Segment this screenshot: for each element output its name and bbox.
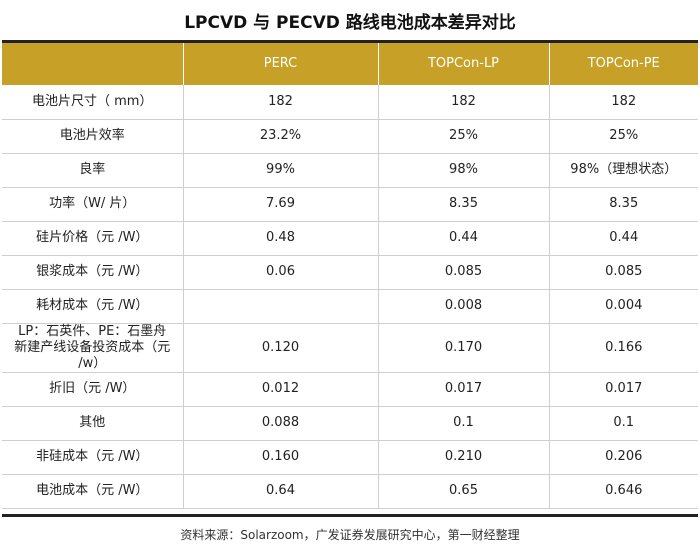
table-row: 电池片尺寸（ mm） 182 182 182 (2, 85, 698, 120)
cell-topcon-lp: 98% (378, 153, 550, 188)
cell-topcon-pe: 98%（理想状态） (549, 153, 698, 188)
table-row: 银浆成本（元 /W） 0.06 0.085 0.085 (2, 255, 698, 290)
cell-topcon-pe: 0.017 (549, 372, 698, 407)
cell-topcon-pe: 0.004 (549, 289, 698, 324)
row-label: 其他 (2, 406, 184, 441)
header-cell-topcon-pe: TOPCon-PE (549, 43, 698, 85)
row-label: 耗材成本（元 /W） (2, 289, 184, 324)
cell-topcon-lp: 0.085 (378, 255, 550, 290)
header-cell-perc: PERC (183, 43, 379, 85)
table-row: 折旧（元 /W） 0.012 0.017 0.017 (2, 372, 698, 407)
cell-topcon-pe: 0.1 (549, 406, 698, 441)
cell-topcon-pe: 0.646 (549, 474, 698, 509)
table-row: 电池成本（元 /W） 0.64 0.65 0.646 (2, 474, 698, 509)
table-title: LPCVD 与 PECVD 路线电池成本差异对比 (184, 12, 516, 33)
cell-topcon-pe: 182 (549, 85, 698, 120)
cell-topcon-lp: 182 (378, 85, 550, 120)
cell-topcon-pe: 25% (549, 119, 698, 154)
row-label: 电池成本（元 /W） (2, 474, 184, 509)
table-row: 良率 99% 98% 98%（理想状态） (2, 153, 698, 188)
cell-topcon-lp: 0.017 (378, 372, 550, 407)
table-row: LP：石英件、PE：石墨舟 新建产线设备投资成本（元 /w） 0.120 0.1… (2, 323, 698, 373)
cell-topcon-lp: 0.65 (378, 474, 550, 509)
table-row: 功率（W/ 片） 7.69 8.35 8.35 (2, 187, 698, 222)
cell-topcon-pe: 8.35 (549, 187, 698, 222)
cell-topcon-lp: 0.210 (378, 440, 550, 475)
cell-perc: 0.64 (183, 474, 379, 509)
cell-perc: 0.48 (183, 221, 379, 256)
cost-comparison-table: PERC TOPCon-LP TOPCon-PE 电池片尺寸（ mm） 182 … (2, 43, 698, 509)
row-label: 功率（W/ 片） (2, 187, 184, 222)
top-rule (2, 40, 698, 43)
cell-topcon-pe: 0.206 (549, 440, 698, 475)
row-label: 良率 (2, 153, 184, 188)
table-row: 非硅成本（元 /W） 0.160 0.210 0.206 (2, 440, 698, 475)
cell-topcon-lp: 25% (378, 119, 550, 154)
row-label: 电池片效率 (2, 119, 184, 154)
header-row: PERC TOPCon-LP TOPCon-PE (2, 43, 698, 85)
cell-perc: 0.088 (183, 406, 379, 441)
table-row: 硅片价格（元 /W） 0.48 0.44 0.44 (2, 221, 698, 256)
cell-perc (183, 289, 379, 324)
cell-perc: 99% (183, 153, 379, 188)
cell-perc: 182 (183, 85, 379, 120)
bottom-rule (2, 514, 698, 517)
cell-perc: 0.120 (183, 323, 379, 373)
cell-topcon-lp: 0.008 (378, 289, 550, 324)
source-note: 资料来源：Solarzoom，广发证券发展研究中心，第一财经整理 (180, 528, 520, 542)
row-label: 非硅成本（元 /W） (2, 440, 184, 475)
row-label: 电池片尺寸（ mm） (2, 85, 184, 120)
cell-perc: 23.2% (183, 119, 379, 154)
row-label: 银浆成本（元 /W） (2, 255, 184, 290)
row-label: LP：石英件、PE：石墨舟 新建产线设备投资成本（元 /w） (2, 323, 184, 373)
cell-topcon-pe: 0.166 (549, 323, 698, 373)
cell-perc: 0.160 (183, 440, 379, 475)
cell-topcon-lp: 0.44 (378, 221, 550, 256)
cell-topcon-lp: 0.170 (378, 323, 550, 373)
cell-perc: 0.06 (183, 255, 379, 290)
cell-topcon-lp: 0.1 (378, 406, 550, 441)
cell-perc: 0.012 (183, 372, 379, 407)
table-row: 电池片效率 23.2% 25% 25% (2, 119, 698, 154)
header-cell-topcon-lp: TOPCon-LP (378, 43, 550, 85)
cell-topcon-pe: 0.44 (549, 221, 698, 256)
row-label: 折旧（元 /W） (2, 372, 184, 407)
table-row: 耗材成本（元 /W） 0.008 0.004 (2, 289, 698, 324)
row-label-line2: 新建产线设备投资成本（元 /w） (14, 339, 171, 371)
row-label: 硅片价格（元 /W） (2, 221, 184, 256)
cell-topcon-lp: 8.35 (378, 187, 550, 222)
cell-perc: 7.69 (183, 187, 379, 222)
cell-topcon-pe: 0.085 (549, 255, 698, 290)
table-row: 其他 0.088 0.1 0.1 (2, 406, 698, 441)
row-label-line1: LP：石英件、PE：石墨舟 (18, 323, 167, 339)
header-cell-blank (2, 43, 184, 85)
